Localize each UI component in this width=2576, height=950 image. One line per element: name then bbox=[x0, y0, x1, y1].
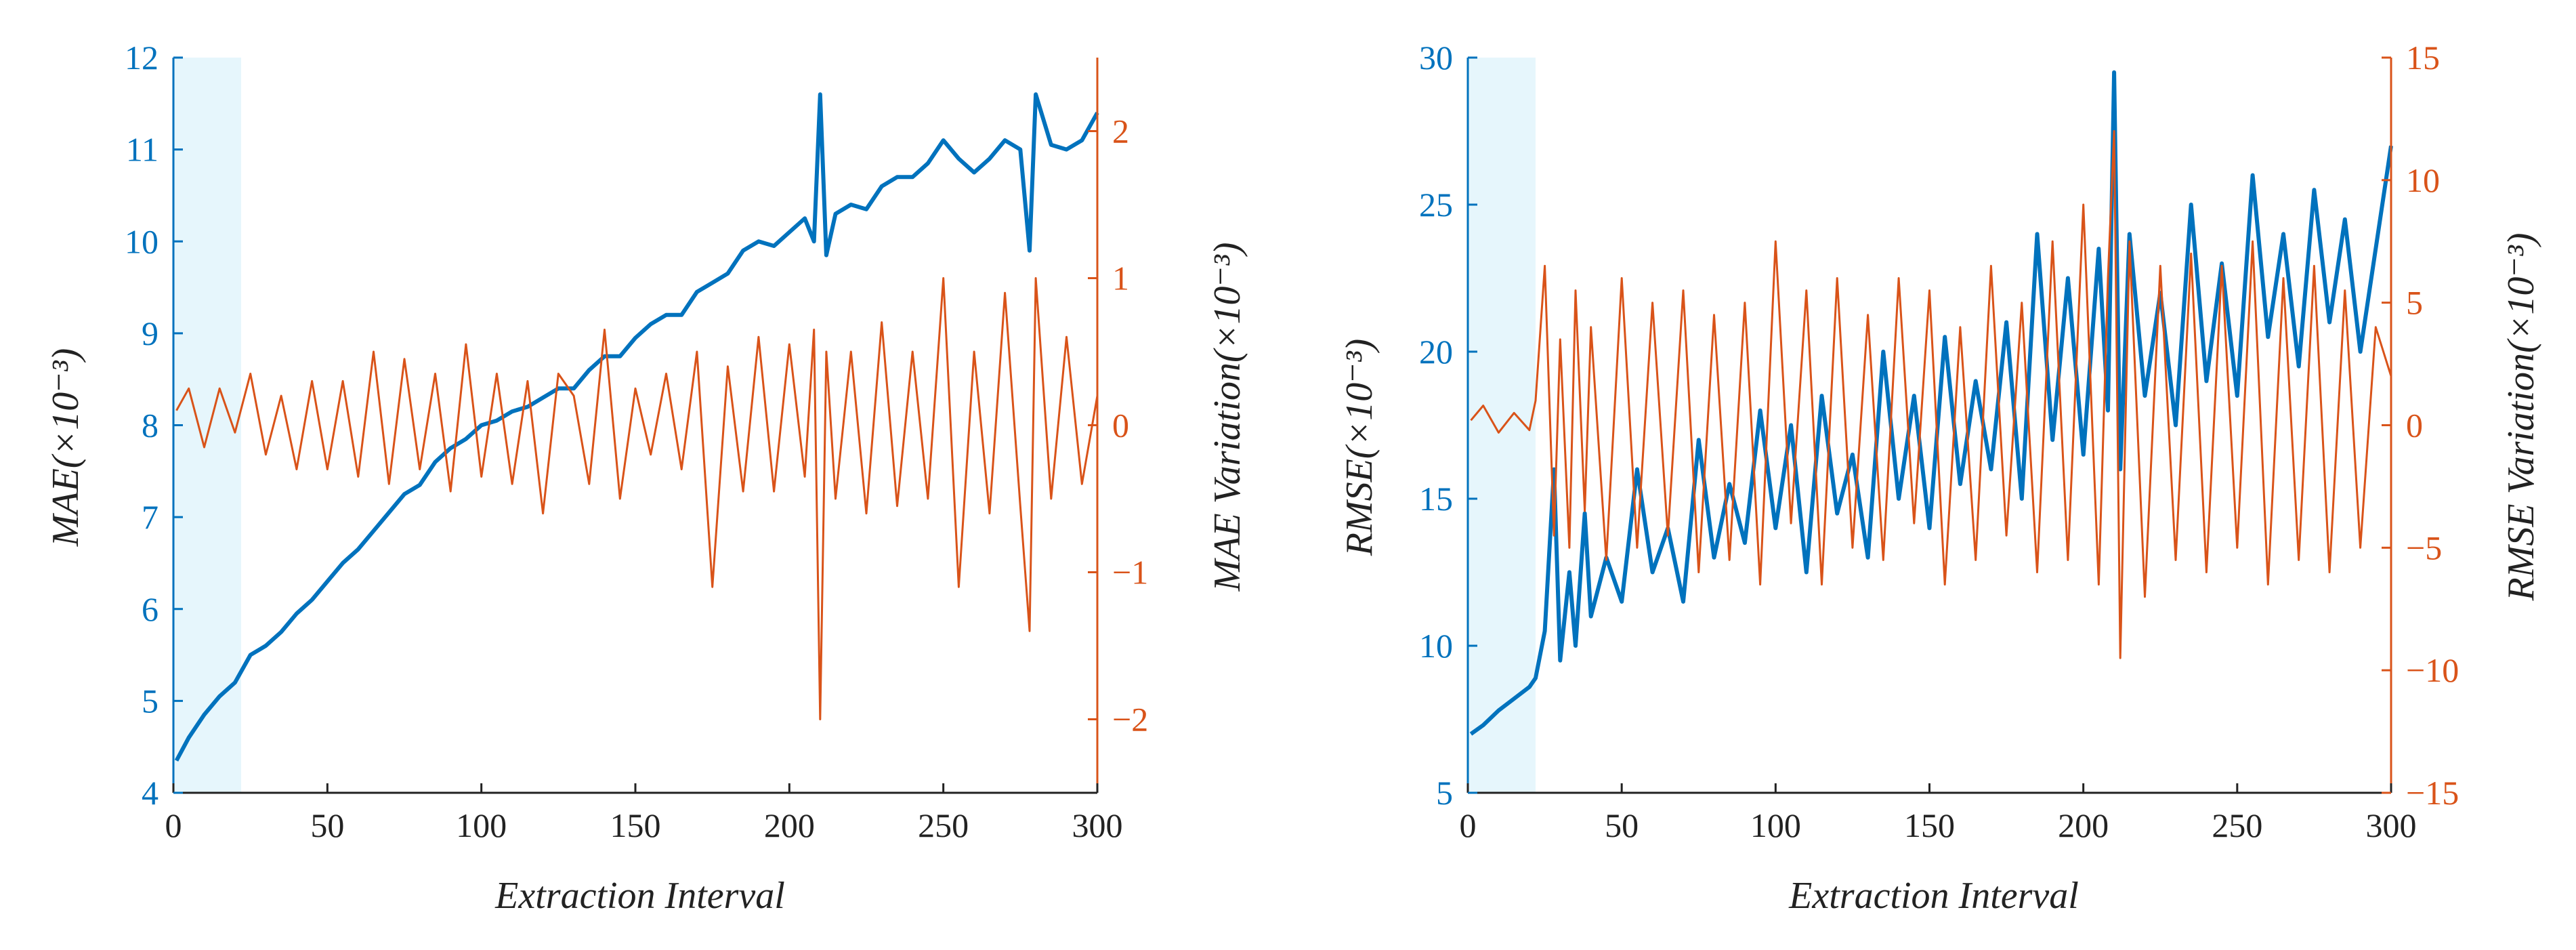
mae-left-tick-label: 5 bbox=[142, 682, 159, 720]
mae-left-tick-label: 9 bbox=[142, 314, 159, 352]
mae-x-tick-label: 0 bbox=[165, 806, 182, 844]
mae-right-axis-label: MAE Variation(×10⁻³) bbox=[1206, 243, 1248, 592]
rmse-right-tick-label: −15 bbox=[2406, 774, 2459, 812]
rmse-main-line bbox=[1471, 73, 2392, 734]
rmse-x-tick-label: 200 bbox=[2058, 806, 2109, 844]
rmse-right-tick-label: −10 bbox=[2406, 651, 2459, 689]
mae-x-tick-label: 150 bbox=[610, 806, 661, 844]
rmse-series-group bbox=[1471, 73, 2391, 735]
mae-left-tick-label: 11 bbox=[126, 131, 159, 169]
rmse-x-tick-label: 300 bbox=[2366, 806, 2417, 844]
mae-right-tick-label: 2 bbox=[1112, 112, 1129, 150]
rmse-right-tick-label: 5 bbox=[2406, 284, 2423, 322]
mae-right-tick-label: 0 bbox=[1112, 407, 1129, 445]
rmse-right-axis-label: RMSE Variation(×10⁻³) bbox=[2500, 233, 2542, 602]
rmse-x-tick-label: 150 bbox=[1904, 806, 1955, 844]
rmse-x-tick-label: 0 bbox=[1460, 806, 1477, 844]
rmse-left-tick-label: 30 bbox=[1419, 39, 1453, 77]
mae-main-line bbox=[177, 94, 1098, 760]
rmse-right-ticks: −15 −10 −5 0 5 10 15 bbox=[2382, 39, 2459, 812]
mae-right-tick-label: 1 bbox=[1112, 260, 1129, 297]
mae-left-tick-label: 7 bbox=[142, 498, 159, 536]
mae-x-tick-label: 200 bbox=[764, 806, 815, 844]
mae-left-axis-label: MAE(×10⁻³) bbox=[45, 348, 87, 548]
mae-left-tick-label: 10 bbox=[125, 222, 159, 260]
mae-left-tick-label: 4 bbox=[142, 774, 159, 812]
rmse-x-tick-label: 250 bbox=[2212, 806, 2262, 844]
mae-series-group bbox=[176, 94, 1097, 760]
mae-left-tick-label: 8 bbox=[142, 407, 159, 445]
rmse-right-tick-label: 15 bbox=[2406, 39, 2440, 77]
rmse-x-axis-label: Extraction Interval bbox=[1788, 875, 2079, 917]
rmse-left-tick-label: 10 bbox=[1419, 627, 1453, 665]
rmse-panel: 0 50 100 150 200 250 300 5 10 15 20 25 30 −15 −10 −5 0… bbox=[1338, 39, 2542, 917]
rmse-left-axis-label: RMSE(×10⁻³) bbox=[1338, 339, 1380, 557]
mae-right-tick-label: −2 bbox=[1112, 701, 1148, 739]
rmse-axes bbox=[1468, 58, 2391, 793]
mae-x-tick-label: 100 bbox=[456, 806, 507, 844]
rmse-left-tick-label: 25 bbox=[1419, 186, 1453, 224]
mae-highlight-region bbox=[173, 58, 241, 793]
rmse-left-tick-label: 5 bbox=[1436, 774, 1453, 812]
mae-x-tick-label: 50 bbox=[310, 806, 344, 844]
mae-x-tick-label: 250 bbox=[918, 806, 969, 844]
rmse-right-tick-label: 0 bbox=[2406, 407, 2423, 445]
rmse-x-tick-label: 50 bbox=[1605, 806, 1639, 844]
rmse-x-tick-label: 100 bbox=[1750, 806, 1801, 844]
mae-right-tick-label: −1 bbox=[1112, 554, 1148, 592]
rmse-right-tick-label: 10 bbox=[2406, 161, 2440, 199]
rmse-right-tick-label: −5 bbox=[2406, 529, 2442, 566]
mae-x-tick-label: 300 bbox=[1072, 806, 1123, 844]
mae-left-tick-label: 6 bbox=[142, 590, 159, 628]
rmse-left-tick-label: 15 bbox=[1419, 480, 1453, 518]
mae-variation-series-group bbox=[176, 278, 1097, 719]
mae-left-tick-label: 12 bbox=[125, 39, 159, 77]
mae-axes bbox=[173, 58, 1097, 793]
rmse-variation-line bbox=[1471, 131, 2392, 659]
mae-x-axis-label: Extraction Interval bbox=[494, 875, 785, 917]
rmse-variation-series-group bbox=[1471, 131, 2391, 658]
mae-variation-line bbox=[177, 278, 1098, 720]
rmse-left-tick-label: 20 bbox=[1419, 333, 1453, 371]
